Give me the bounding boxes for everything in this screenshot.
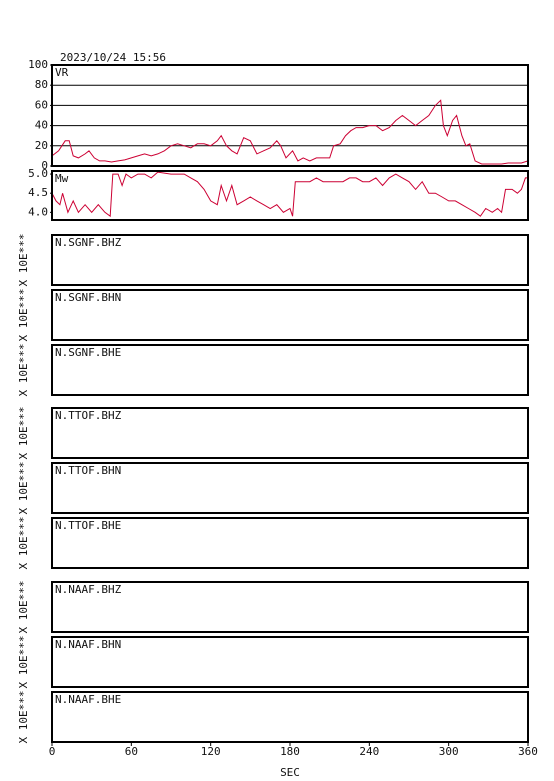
x-tick-label: 60 <box>125 745 138 758</box>
station-panel <box>51 407 529 459</box>
panel-label: Mw <box>55 172 69 185</box>
station-panel <box>51 289 529 341</box>
scale-label: X 10E*** <box>17 462 30 515</box>
y-tick-label: 40 <box>35 119 48 132</box>
x-tick-label: 120 <box>201 745 221 758</box>
station-label: N.NAAF.BHZ <box>55 583 122 596</box>
y-tick-label: 60 <box>35 98 48 111</box>
scale-label: X 10E*** <box>17 691 30 744</box>
station-label: N.TTOF.BHN <box>55 464 121 477</box>
y-tick-label: 5.0 <box>28 167 48 180</box>
x-tick-label: 360 <box>518 745 538 758</box>
scale-label: X 10E*** <box>17 407 30 460</box>
panel-frame <box>51 170 529 221</box>
station-panel <box>51 581 529 633</box>
station-panel <box>51 344 529 396</box>
panel-label: VR <box>55 66 69 79</box>
station-panel <box>51 462 529 514</box>
station-label: N.NAAF.BHE <box>55 693 121 706</box>
station-label: N.SGNF.BHN <box>55 291 121 304</box>
data-line <box>51 171 528 218</box>
y-tick-label: 4.0 <box>28 205 48 218</box>
panel-frame <box>51 64 529 167</box>
station-label: N.SGNF.BHZ <box>55 236 122 249</box>
x-tick-label: 240 <box>359 745 379 758</box>
scale-label: X 10E*** <box>17 581 30 634</box>
station-label: N.TTOF.BHZ <box>55 409 122 422</box>
x-tick-label: 300 <box>439 745 459 758</box>
timestamp: 2023/10/24 15:56 <box>60 51 166 64</box>
scale-label: X 10E*** <box>17 344 30 397</box>
x-tick-label: 0 <box>49 745 56 758</box>
station-label: N.SGNF.BHE <box>55 346 121 359</box>
station-panel <box>51 636 529 688</box>
y-tick-label: 20 <box>35 139 48 152</box>
y-tick-label: 80 <box>35 78 48 91</box>
station-panel <box>51 691 529 743</box>
y-tick-label: 100 <box>28 58 48 71</box>
data-line <box>51 99 529 165</box>
station-panel <box>51 234 529 286</box>
scale-label: X 10E*** <box>17 636 30 689</box>
scale-label: X 10E*** <box>17 517 30 570</box>
scale-label: X 10E*** <box>17 234 30 287</box>
station-label: N.TTOF.BHE <box>55 519 121 532</box>
y-tick-label: 4.5 <box>28 186 48 199</box>
scale-label: X 10E*** <box>17 289 30 342</box>
station-label: N.NAAF.BHN <box>55 638 121 651</box>
x-tick-label: 180 <box>280 745 300 758</box>
y-tick-label: 0 <box>41 159 48 172</box>
x-axis-label: SEC <box>280 766 300 779</box>
station-panel <box>51 517 529 569</box>
